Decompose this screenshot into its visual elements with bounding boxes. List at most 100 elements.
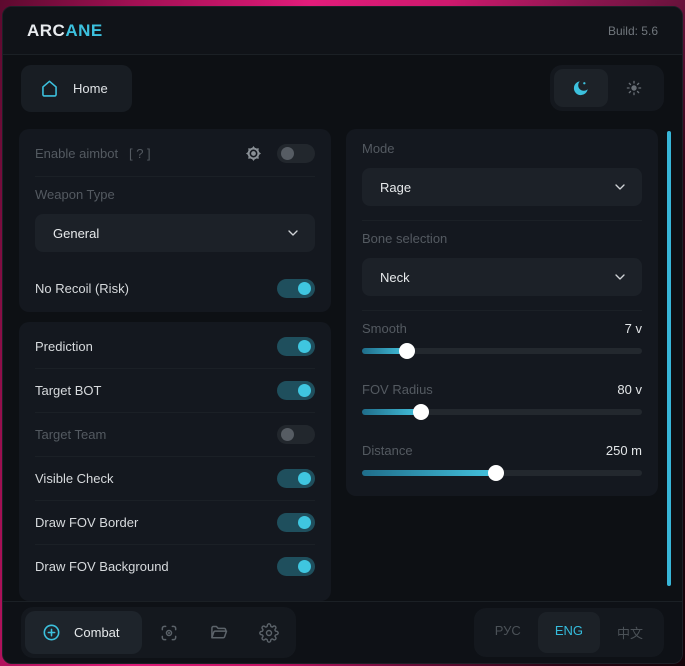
fov-radius-value: 80 v (617, 382, 642, 397)
smooth-slider-group: Smooth 7 v (362, 311, 642, 372)
enable-aimbot-toggle[interactable] (277, 144, 315, 163)
toggle-knob (298, 516, 311, 529)
enable-aimbot-text: Enable aimbot (35, 146, 119, 161)
toggle-knob (298, 560, 311, 573)
enable-aimbot-controls (244, 144, 315, 163)
tab-combat-label: Combat (74, 625, 120, 640)
sun-icon (626, 80, 642, 96)
enable-aimbot-row: Enable aimbot [ ? ] (35, 131, 315, 176)
main-content: Enable aimbot [ ? ] (3, 121, 682, 601)
app-logo: ARCANE (27, 21, 103, 41)
mode-value: Rage (380, 179, 412, 195)
toggle-label: Draw FOV Background (35, 559, 169, 574)
brand-primary: ARC (27, 20, 66, 40)
no-recoil-toggle[interactable] (277, 278, 315, 298)
aim-settings-panel: Mode Rage Bone selection Neck (346, 129, 658, 496)
slider-knob[interactable] (398, 343, 415, 359)
left-column: Enable aimbot [ ? ] (19, 129, 331, 601)
title-bar: ARCANE Build: 5.6 (3, 7, 682, 55)
slider-fill (362, 409, 421, 415)
fov-radius-slider[interactable] (362, 404, 642, 420)
toggle-row: Prediction (35, 324, 315, 368)
weapon-type-dropdown[interactable]: General (35, 214, 315, 252)
tab-settings[interactable] (246, 614, 292, 652)
crosshair-icon (43, 624, 60, 641)
home-icon (42, 80, 57, 97)
target-team-toggle[interactable] (277, 425, 315, 444)
light-theme-button[interactable] (608, 69, 660, 107)
eye-scan-icon (161, 625, 176, 640)
weapon-type-value: General (53, 225, 100, 241)
theme-switcher (550, 65, 664, 111)
weapon-type-label: Weapon Type (35, 187, 115, 202)
chevron-down-icon (615, 184, 625, 190)
slider-knob[interactable] (488, 465, 505, 481)
bottom-bar: Combat (3, 601, 682, 663)
target-bot-toggle[interactable] (277, 381, 315, 400)
no-recoil-row: No Recoil (Risk) (35, 266, 315, 310)
slider-head: Distance 250 m (362, 443, 642, 458)
toggle-row: Draw FOV Background (35, 544, 315, 588)
tab-configs[interactable] (196, 614, 242, 652)
lang-eng-button[interactable]: ENG (537, 612, 600, 653)
aimbot-panel: Enable aimbot [ ? ] (19, 129, 331, 312)
tab-home[interactable]: Home (21, 64, 132, 112)
divider (362, 220, 642, 221)
vertical-scrollbar-thumb[interactable] (667, 131, 671, 586)
tab-home-label: Home (73, 80, 108, 96)
brand-accent: ANE (65, 20, 103, 40)
bone-label: Bone selection (362, 231, 448, 246)
bone-field: Bone selection Neck (362, 221, 642, 310)
toggle-knob (298, 281, 311, 295)
toggle-row: Target Team (35, 412, 315, 456)
toggle-knob (281, 147, 294, 160)
tab-combat[interactable]: Combat (25, 611, 142, 654)
toggle-row: Visible Check (35, 456, 315, 500)
slider-fill (362, 348, 407, 354)
bone-dropdown[interactable]: Neck (362, 258, 642, 296)
slider-head: FOV Radius 80 v (362, 382, 642, 397)
lang-rus-button[interactable]: РУС (494, 623, 521, 638)
app-window: ARCANE Build: 5.6 Home (2, 6, 683, 664)
smooth-value: 7 v (624, 321, 642, 336)
slider-knob[interactable] (412, 404, 429, 420)
help-hint[interactable]: [ ? ] (128, 146, 151, 161)
mode-dropdown[interactable]: Rage (362, 168, 642, 206)
prediction-toggle[interactable] (277, 336, 315, 356)
toggle-label: Target Team (35, 427, 107, 442)
mode-label: Mode (362, 141, 395, 156)
smooth-slider[interactable] (362, 343, 642, 359)
weapon-type-field: Weapon Type General (35, 177, 315, 266)
dark-theme-button[interactable] (554, 69, 608, 107)
draw-fov-border-toggle[interactable] (277, 513, 315, 532)
enable-aimbot-label: Enable aimbot [ ? ] (35, 146, 151, 161)
bone-value: Neck (380, 269, 410, 285)
no-recoil-label: No Recoil (Risk) (35, 280, 129, 296)
lang-zh-button[interactable]: 中文 (616, 626, 643, 641)
draw-fov-background-toggle[interactable] (277, 557, 315, 576)
slider-fill (362, 470, 497, 476)
chevron-down-icon (615, 274, 625, 280)
smooth-label: Smooth (362, 321, 407, 336)
distance-slider[interactable] (362, 465, 642, 481)
toggle-label: Target BOT (35, 383, 102, 398)
tab-visuals[interactable] (146, 614, 192, 652)
distance-slider-group: Distance 250 m (362, 433, 642, 494)
toggle-knob (281, 428, 294, 441)
toggle-row: Draw FOV Border (35, 500, 315, 544)
moon-icon (573, 81, 588, 96)
nav-bar: Home (3, 55, 682, 121)
target-options-panel: Prediction Target BOT Target Team Visibl… (19, 322, 331, 601)
fov-radius-label: FOV Radius (362, 382, 433, 397)
fov-radius-slider-group: FOV Radius 80 v (362, 372, 642, 433)
right-column: Mode Rage Bone selection Neck (346, 129, 658, 601)
divider (35, 176, 315, 177)
distance-value: 250 m (605, 443, 642, 458)
toggle-row: Target BOT (35, 368, 315, 412)
gear-icon[interactable] (244, 144, 263, 163)
toggle-label: Prediction (35, 338, 93, 354)
folder-open-icon (210, 625, 227, 639)
gear-icon (258, 622, 279, 643)
visible-check-toggle[interactable] (277, 469, 315, 488)
build-version: Build: 5.6 (607, 23, 658, 38)
